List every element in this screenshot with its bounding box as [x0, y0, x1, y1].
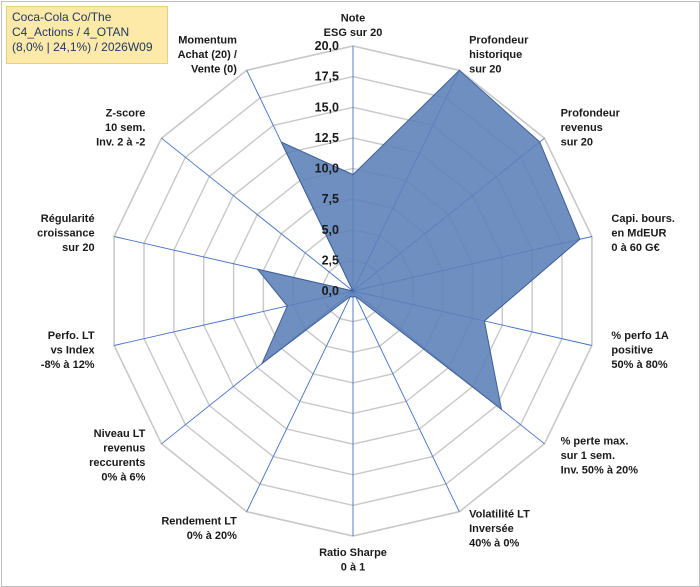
axis-label-line: 10 sem.: [105, 122, 145, 134]
radar-axis-labels: Note ESG sur 20 Profondeur historique sur 20…: [37, 13, 675, 574]
title-line-stats: (8,0% | 24,1%) / 2026W09: [12, 40, 153, 54]
tick-label-3: 7,5: [322, 192, 339, 206]
tick-label-1: 2,5: [322, 253, 339, 267]
axis-label-11: Régularité croissance sur 20: [37, 213, 94, 254]
axis-label-line: 0 à 60 G€: [611, 242, 659, 254]
title-line-category: C4_Actions / 4_OTAN: [12, 25, 130, 39]
axis-label-line: -8% à 12%: [41, 359, 95, 371]
axis-label-line: Profondeur: [561, 108, 621, 120]
tick-label-6: 15,0: [315, 100, 339, 114]
tick-label-5: 12,5: [315, 131, 339, 145]
axis-label-line: Profondeur: [469, 35, 529, 47]
tick-label-7: 17,5: [315, 70, 339, 84]
axis-label-line: 0% à 20%: [187, 530, 237, 542]
axis-label-13: Momentum Achat (20) / Vente (0): [178, 35, 238, 76]
axis-label-line: revenus: [103, 443, 145, 455]
axis-label-line: historique: [469, 49, 522, 61]
axis-label-line: Z-score: [106, 108, 146, 120]
axis-label-line: Achat (20) /: [178, 49, 237, 61]
data-area: [256, 69, 581, 411]
axis-label-line: Vente (0): [191, 64, 237, 76]
axis-label-line: 50% à 80%: [611, 359, 667, 371]
axis-label-line: 0 à 1: [341, 562, 365, 574]
chart-title-box: Coca-Cola Co/The C4_Actions / 4_OTAN (8,…: [6, 6, 168, 64]
tick-label-0: 0,0: [322, 284, 339, 298]
title-line-company: Coca-Cola Co/The: [12, 10, 112, 24]
axis-label-8: Rendement LT 0% à 20%: [161, 516, 237, 543]
axis-label-line: Capi. bours.: [611, 213, 675, 225]
axis-label-line: en MdEUR: [611, 228, 666, 240]
axis-line-6: [352, 290, 460, 512]
axis-label-line: positive: [611, 345, 653, 357]
axis-label-line: sur 1 sem.: [561, 450, 615, 462]
axis-label-line: sur 20: [469, 64, 501, 76]
axis-label-line: croissance: [37, 228, 94, 240]
axis-label-10: Perfo. LT vs Index -8% à 12%: [41, 330, 96, 371]
axis-label-3: Capi. bours. en MdEUR 0 à 60 G€: [611, 213, 675, 254]
axis-label-line: % perfo 1A: [611, 330, 669, 342]
axis-label-line: Régularité: [41, 213, 95, 225]
tick-label-8: 20,0: [315, 39, 339, 53]
axis-label-line: sur 20: [561, 137, 593, 149]
axis-line-8: [246, 290, 354, 512]
axis-label-line: vs Index: [51, 345, 96, 357]
axis-label-line: Niveau LT: [94, 428, 146, 440]
axis-label-line: revenus: [561, 122, 603, 134]
axis-label-line: Inversée: [469, 523, 514, 535]
axis-label-0: Note ESG sur 20: [324, 13, 383, 40]
axis-label-line: Momentum: [178, 35, 237, 47]
axis-label-4: % perfo 1A positive 50% à 80%: [611, 330, 669, 371]
tick-label-4: 10,0: [315, 162, 339, 176]
axis-label-line: Inv. 50% à 20%: [561, 465, 639, 477]
axis-label-line: Perfo. LT: [48, 330, 95, 342]
axis-label-line: Rendement LT: [161, 516, 237, 528]
tick-label-2: 5,0: [322, 223, 339, 237]
axis-label-7: Ratio Sharpe 0 à 1: [319, 547, 387, 574]
radar-tick-labels: 0,0 2,5 5,0 7,5 10,0 12,5 15,0 17,5 20,0: [315, 39, 339, 298]
axis-label-1: Profondeur historique sur 20: [469, 35, 529, 76]
axis-label-5: % perte max. sur 1 sem. Inv. 50% à 20%: [561, 436, 639, 477]
radar-series: [256, 69, 581, 411]
axis-label-line: Volatilité LT: [469, 509, 530, 521]
axis-label-9: Niveau LT revenus reccurents 0% à 6%: [89, 428, 146, 484]
axis-label-12: Z-score 10 sem. Inv. 2 à -2: [96, 108, 145, 149]
axis-label-line: Note: [341, 13, 365, 25]
axis-label-line: Inv. 2 à -2: [96, 137, 145, 149]
axis-label-2: Profondeur revenus sur 20: [561, 108, 621, 149]
axis-label-line: 0% à 6%: [101, 472, 145, 484]
axis-label-line: reccurents: [89, 457, 145, 469]
axis-label-line: ESG sur 20: [324, 27, 383, 39]
axis-label-line: sur 20: [62, 242, 94, 254]
axis-label-line: % perte max.: [561, 436, 629, 448]
axis-label-6: Volatilité LT Inversée 40% à 0%: [469, 509, 530, 550]
axis-line-12: [161, 137, 354, 292]
axis-label-line: 40% à 0%: [469, 538, 519, 550]
axis-label-line: Ratio Sharpe: [319, 547, 387, 559]
